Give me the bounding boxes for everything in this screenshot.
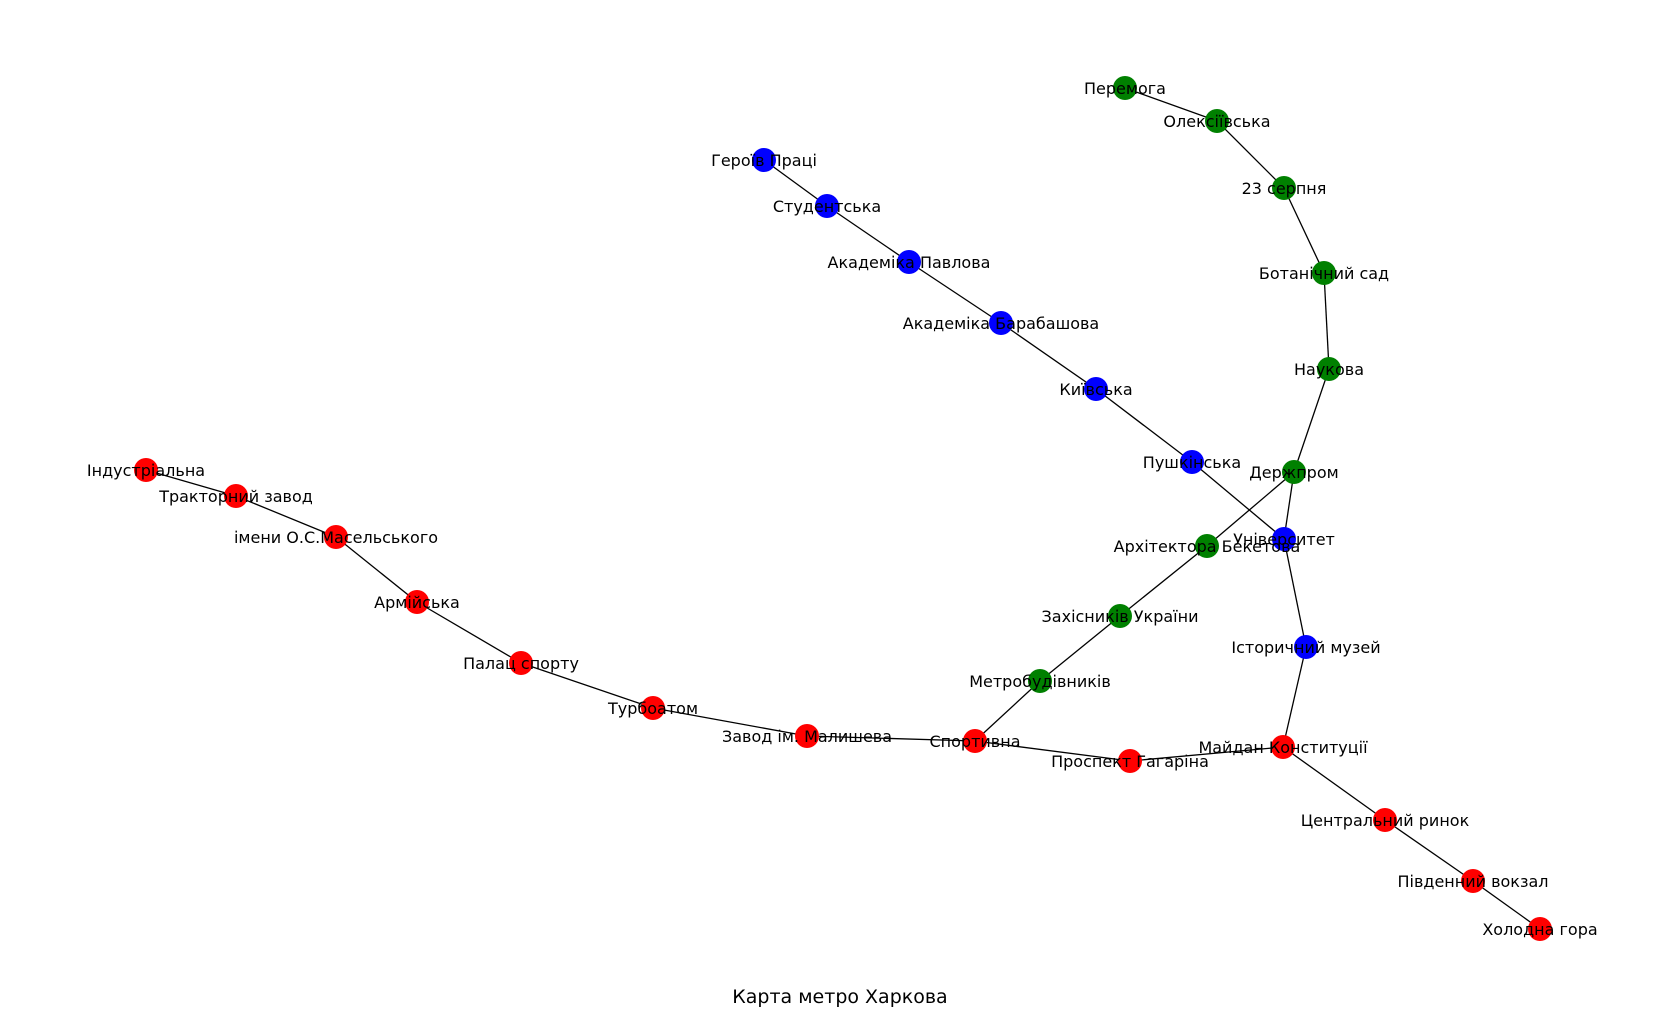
station-label-beketova: Архітектора Бекетова [1114,537,1301,556]
station-label-heroiv: Героїв Праці [711,151,817,170]
edge-metrobudivnykiv-sportyvna [974,680,1041,742]
edge-malysheva-sportyvna [806,735,976,742]
edge-maidan-rynok [1282,746,1386,821]
edge-sportyvna-haharina [974,740,1131,762]
station-node-barabashova [989,311,1013,335]
station-node-peremoha [1113,76,1137,100]
station-label-palats: Палац спорту [463,654,579,673]
station-label-universytet: Університет [1233,530,1335,549]
station-label-industrialna: Індустріальна [87,461,205,480]
station-node-pushkinska [1180,450,1204,474]
station-node-muzei [1294,635,1318,659]
station-label-derzhprom: Держпром [1249,463,1338,482]
station-node-kyivska [1084,377,1108,401]
station-node-armiiska [405,590,429,614]
station-label-serpnia: 23 серпня [1242,179,1327,198]
station-label-oleksiivska: Олексіївська [1163,112,1270,131]
station-node-serpnia [1272,176,1296,200]
station-node-beketova [1195,534,1219,558]
station-node-studentska [815,194,839,218]
edge-zakhysnykiv-metrobudivnykiv [1039,615,1121,682]
edge-serpnia-botanichnyi [1283,187,1325,274]
edge-derzhprom-beketova [1206,471,1295,547]
station-label-barabashova: Академіка Барабашова [903,314,1099,333]
station-label-armiiska: Армійська [374,593,460,612]
station-node-industrialna [134,458,158,482]
station-label-haharina: Проспект Гагаріна [1051,752,1209,771]
edge-layer [145,87,1541,930]
edge-barabashova-kyivska [1000,322,1097,390]
station-label-botanichnyi: Ботанічний сад [1259,264,1389,283]
station-node-vokzal [1461,869,1485,893]
edge-rynok-vokzal [1384,819,1474,882]
edge-traktornyi-maselskoho [235,495,337,538]
station-label-maselskoho: імени О.С.Масельського [234,528,438,547]
edge-vokzal-kholodna [1472,880,1541,930]
station-node-heroiv [752,148,776,172]
edge-heroiv-studentska [763,159,828,207]
edge-pushkinska-universytet [1191,461,1285,540]
station-label-maidan: Майдан Конституції [1198,738,1368,757]
edge-palats-turboatom [520,662,654,709]
station-node-malysheva [795,724,819,748]
station-label-metrobudivnykiv: Метробудівників [969,672,1111,691]
station-label-studentska: Студентська [773,197,881,216]
station-node-universytet [1272,527,1296,551]
station-label-naukova: Наукова [1294,360,1364,379]
station-label-turboatom: Турбоатом [607,699,698,718]
station-node-oleksiivska [1205,109,1229,133]
edge-armiiska-palats [416,601,522,664]
station-label-kholodna: Холодна гора [1482,920,1597,939]
station-node-maselskoho [324,525,348,549]
station-label-vokzal: Південний вокзал [1397,872,1548,891]
station-node-traktornyi [224,484,248,508]
station-label-peremoha: Перемога [1084,79,1166,98]
station-node-pavlova [897,250,921,274]
edge-pavlova-barabashova [908,261,1002,324]
station-node-haharina [1118,749,1142,773]
station-label-muzei: Історичний музей [1231,638,1380,657]
station-label-traktornyi: Тракторний завод [158,487,313,506]
station-node-palats [509,651,533,675]
station-node-sportyvna [963,729,987,753]
station-label-pavlova: Академіка Павлова [828,253,991,272]
edge-peremoha-oleksiivska [1124,87,1218,122]
station-node-botanichnyi [1312,261,1336,285]
station-node-metrobudivnykiv [1028,669,1052,693]
edge-oleksiivska-serpnia [1216,120,1285,189]
station-label-malysheva: Завод ім. Малишева [722,727,892,746]
station-label-zakhysnykiv: Захісників України [1042,607,1199,626]
edge-universytet-muzei [1283,538,1307,648]
station-node-zakhysnykiv [1108,604,1132,628]
node-layer [134,76,1552,941]
edge-kyivska-pushkinska [1095,388,1193,463]
edge-maselskoho-armiiska [335,536,418,603]
edge-industrialna-traktornyi [145,469,237,497]
edge-haharina-maidan [1129,746,1284,762]
station-label-rynok: Центральний ринок [1301,811,1470,830]
station-node-maidan [1271,735,1295,759]
edge-botanichnyi-naukova [1323,272,1330,370]
edge-beketova-zakhysnykiv [1119,545,1208,617]
station-label-sportyvna: Спортивна [930,732,1021,751]
station-node-derzhprom [1282,460,1306,484]
station-node-kholodna [1528,917,1552,941]
station-label-kyivska: Київська [1059,380,1132,399]
edge-turboatom-malysheva [652,707,808,737]
edge-muzei-maidan [1282,646,1307,748]
label-layer: Індустріальна Тракторний завод імени О.С.М… [87,79,1598,939]
edge-studentska-pavlova [826,205,910,263]
station-label-pushkinska: Пушкінська [1143,453,1241,472]
station-node-naukova [1317,357,1341,381]
map-title: Карта метро Харкова [732,986,947,1008]
station-node-rynok [1373,808,1397,832]
station-node-turboatom [641,696,665,720]
edge-naukova-derzhprom [1293,368,1330,473]
